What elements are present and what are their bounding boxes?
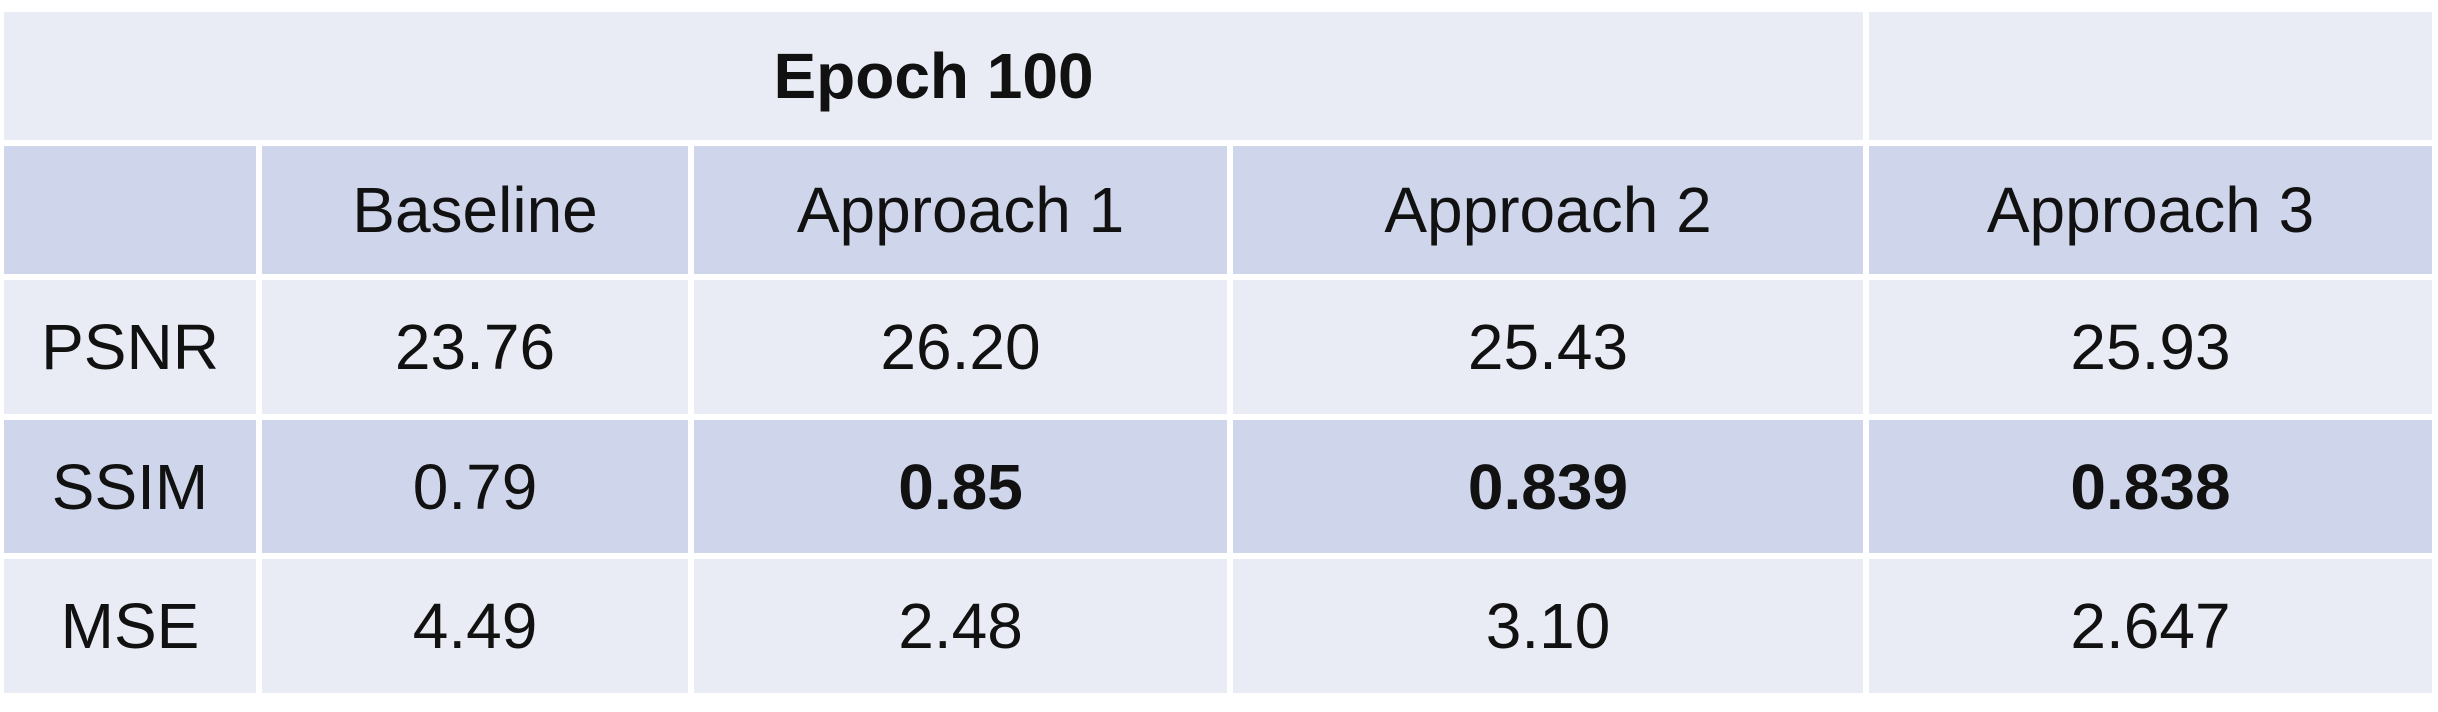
row-label-psnr: PSNR (4, 280, 256, 414)
table-title: Epoch 100 (4, 12, 1863, 140)
psnr-baseline-value: 23.76 (262, 280, 688, 414)
ssim-approach-2-value: 0.839 (1233, 420, 1863, 553)
ssim-baseline-value: 0.79 (262, 420, 688, 553)
mse-baseline-value: 4.49 (262, 559, 688, 693)
column-header-approach-1: Approach 1 (694, 146, 1227, 274)
mse-approach-1-value: 2.48 (694, 559, 1227, 693)
column-header-approach-2: Approach 2 (1233, 146, 1863, 274)
psnr-approach-3-value: 25.93 (1869, 280, 2432, 414)
psnr-approach-2-value: 25.43 (1233, 280, 1863, 414)
row-label-mse: MSE (4, 559, 256, 693)
column-header-approach-3: Approach 3 (1869, 146, 2432, 274)
header-corner-cell (4, 146, 256, 274)
results-table: Epoch 100 Baseline Approach 1 Approach 2… (4, 12, 2432, 693)
row-label-ssim: SSIM (4, 420, 256, 553)
psnr-approach-1-value: 26.20 (694, 280, 1227, 414)
mse-approach-3-value: 2.647 (1869, 559, 2432, 693)
column-header-baseline: Baseline (262, 146, 688, 274)
ssim-approach-3-value: 0.838 (1869, 420, 2432, 553)
ssim-approach-1-value: 0.85 (694, 420, 1227, 553)
title-row-empty-cell (1869, 12, 2432, 140)
mse-approach-2-value: 3.10 (1233, 559, 1863, 693)
